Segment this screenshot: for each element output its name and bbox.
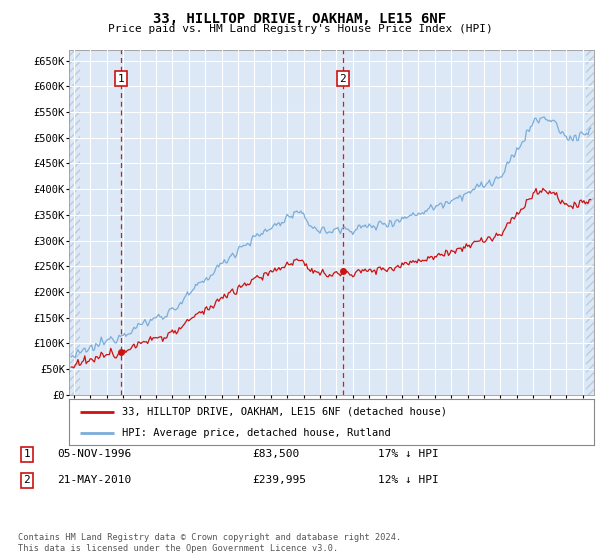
Bar (586, 50, 594, 395)
Text: 21-MAY-2010: 21-MAY-2010 (57, 475, 131, 486)
Text: 17% ↓ HPI: 17% ↓ HPI (378, 449, 439, 459)
Text: 33, HILLTOP DRIVE, OAKHAM, LE15 6NF: 33, HILLTOP DRIVE, OAKHAM, LE15 6NF (154, 12, 446, 26)
Text: Contains HM Land Registry data © Crown copyright and database right 2024.
This d: Contains HM Land Registry data © Crown c… (18, 533, 401, 553)
Text: £83,500: £83,500 (252, 449, 299, 459)
Bar (69, 50, 80, 395)
Text: 1: 1 (118, 74, 124, 83)
Text: 1: 1 (23, 449, 31, 459)
Text: HPI: Average price, detached house, Rutland: HPI: Average price, detached house, Rutl… (121, 428, 390, 438)
Text: 33, HILLTOP DRIVE, OAKHAM, LE15 6NF (detached house): 33, HILLTOP DRIVE, OAKHAM, LE15 6NF (det… (121, 407, 446, 417)
Text: 05-NOV-1996: 05-NOV-1996 (57, 449, 131, 459)
Text: Price paid vs. HM Land Registry's House Price Index (HPI): Price paid vs. HM Land Registry's House … (107, 24, 493, 34)
Text: 2: 2 (339, 74, 346, 83)
Text: 2: 2 (23, 475, 31, 486)
Text: £239,995: £239,995 (252, 475, 306, 486)
Text: 12% ↓ HPI: 12% ↓ HPI (378, 475, 439, 486)
